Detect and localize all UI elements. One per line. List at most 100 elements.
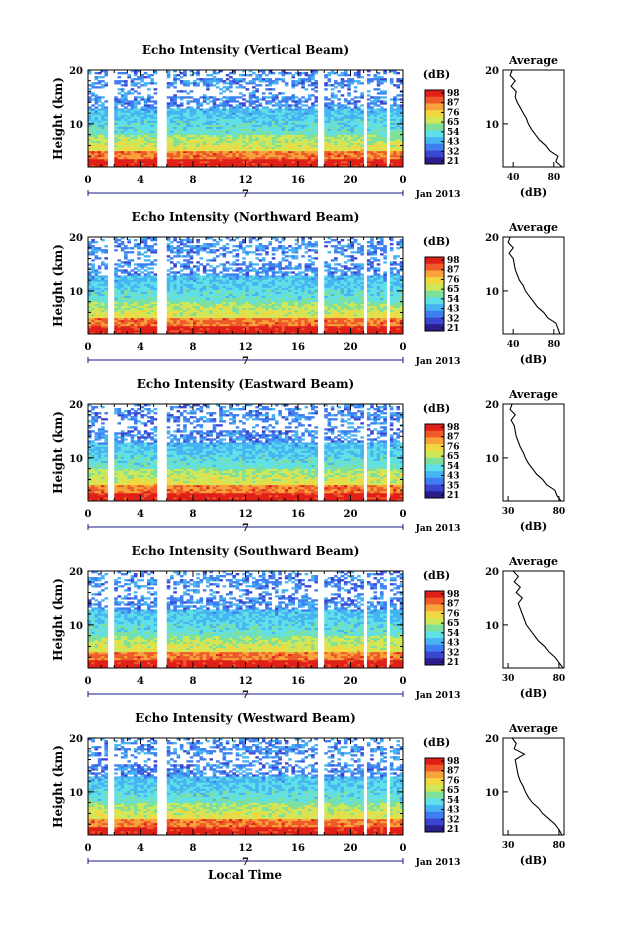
heatmap-cell bbox=[225, 74, 230, 77]
heatmap-cell bbox=[150, 311, 154, 315]
heatmap-cell bbox=[215, 319, 220, 323]
heatmap-cell bbox=[222, 263, 227, 266]
heatmap-cell bbox=[176, 136, 181, 140]
heatmap-cell bbox=[147, 96, 151, 99]
heatmap-cell bbox=[334, 94, 338, 97]
heatmap-cell bbox=[101, 160, 105, 164]
heatmap-cell bbox=[304, 124, 309, 127]
heatmap-cell bbox=[202, 271, 207, 274]
heatmap-cell bbox=[235, 249, 240, 252]
heatmap-cell bbox=[147, 126, 151, 129]
heatmap-cell bbox=[268, 96, 273, 99]
heatmap-cell bbox=[281, 104, 286, 107]
heatmap-cell bbox=[291, 128, 296, 131]
heatmap-cell bbox=[225, 305, 230, 309]
heatmap-cell bbox=[130, 269, 135, 272]
heatmap-cell bbox=[261, 146, 266, 150]
heatmap-cell bbox=[130, 110, 135, 113]
heatmap-cell bbox=[183, 158, 187, 162]
heatmap-cell bbox=[311, 152, 315, 156]
heatmap-cell bbox=[258, 110, 263, 113]
heatmap-cell bbox=[153, 301, 158, 304]
heatmap-cell bbox=[373, 152, 378, 156]
heatmap-cell bbox=[238, 148, 243, 152]
heatmap-cell bbox=[330, 132, 335, 135]
heatmap-cell bbox=[252, 124, 256, 127]
heatmap-cell bbox=[350, 122, 355, 125]
heatmap-cell bbox=[124, 279, 128, 282]
heatmap-cell bbox=[150, 100, 154, 103]
heatmap-cell bbox=[301, 138, 305, 142]
heatmap-cell bbox=[147, 247, 151, 250]
heatmap-cell bbox=[389, 114, 394, 117]
heatmap-cell bbox=[153, 118, 158, 121]
heatmap-cell bbox=[120, 243, 125, 246]
heatmap-cell bbox=[278, 114, 282, 117]
heatmap-cell bbox=[173, 102, 177, 105]
heatmap-cell bbox=[101, 124, 105, 127]
heatmap-cell bbox=[232, 301, 236, 304]
heatmap-cell bbox=[153, 317, 158, 321]
heatmap-cell bbox=[88, 136, 92, 140]
heatmap-cell bbox=[238, 118, 243, 121]
heatmap-cell bbox=[206, 158, 210, 162]
heatmap-cell bbox=[91, 112, 95, 115]
heatmap-cell bbox=[143, 120, 148, 123]
heatmap-cell bbox=[383, 70, 387, 73]
heatmap-cell bbox=[120, 138, 125, 142]
heatmap-cell bbox=[88, 329, 92, 333]
heatmap-cell bbox=[104, 267, 108, 270]
heatmap-cell bbox=[232, 96, 236, 99]
heatmap-cell bbox=[389, 106, 394, 109]
heatmap-cell bbox=[124, 287, 128, 290]
heatmap-cell bbox=[206, 144, 210, 148]
heatmap-cell bbox=[215, 104, 220, 107]
heatmap-cell bbox=[278, 130, 282, 133]
heatmap-cell bbox=[337, 142, 341, 146]
heatmap-cell bbox=[196, 130, 200, 133]
heatmap-cell bbox=[133, 313, 138, 317]
heatmap-cell bbox=[294, 82, 299, 85]
heatmap-cell bbox=[140, 136, 145, 140]
heatmap-cell bbox=[176, 285, 181, 288]
heatmap-cell bbox=[225, 108, 230, 111]
heatmap-cell bbox=[206, 148, 210, 152]
heatmap-cell bbox=[311, 82, 315, 85]
heatmap-cell bbox=[360, 94, 364, 97]
heatmap-cell bbox=[206, 237, 210, 240]
heatmap-cell bbox=[357, 150, 361, 154]
heatmap-cell bbox=[238, 154, 243, 158]
heatmap-cell bbox=[245, 152, 250, 156]
heatmap-cell bbox=[281, 110, 286, 113]
heatmap-cell bbox=[147, 327, 151, 331]
heatmap-cell bbox=[94, 277, 99, 280]
heatmap-cell bbox=[229, 279, 233, 282]
heatmap-cell bbox=[137, 305, 141, 309]
heatmap-cell bbox=[193, 118, 197, 121]
heatmap-cell bbox=[117, 283, 122, 286]
heatmap-cell bbox=[94, 162, 99, 166]
heatmap-cell bbox=[202, 291, 207, 294]
x-tick-label: 16 bbox=[291, 175, 305, 186]
heatmap-cell bbox=[166, 116, 171, 119]
heatmap-cell bbox=[330, 158, 335, 162]
heatmap-cell bbox=[229, 331, 233, 335]
heatmap-cell bbox=[183, 317, 187, 321]
heatmap-cell bbox=[268, 150, 273, 154]
heatmap-cell bbox=[229, 118, 233, 121]
heatmap-cell bbox=[238, 86, 243, 89]
heatmap-cell bbox=[376, 88, 381, 91]
heatmap-cell bbox=[222, 108, 227, 111]
heatmap-cell bbox=[393, 138, 397, 142]
heatmap-cell bbox=[235, 259, 240, 262]
heatmap-cell bbox=[370, 112, 374, 115]
heatmap-cell bbox=[166, 255, 171, 258]
heatmap-cell bbox=[245, 164, 250, 168]
heatmap-cell bbox=[206, 74, 210, 77]
heatmap-cell bbox=[334, 114, 338, 117]
heatmap-cell bbox=[120, 271, 125, 274]
heatmap-cell bbox=[334, 160, 338, 164]
heatmap-cell bbox=[209, 78, 213, 81]
heatmap-cell bbox=[176, 116, 181, 119]
heatmap-cell bbox=[215, 130, 220, 133]
